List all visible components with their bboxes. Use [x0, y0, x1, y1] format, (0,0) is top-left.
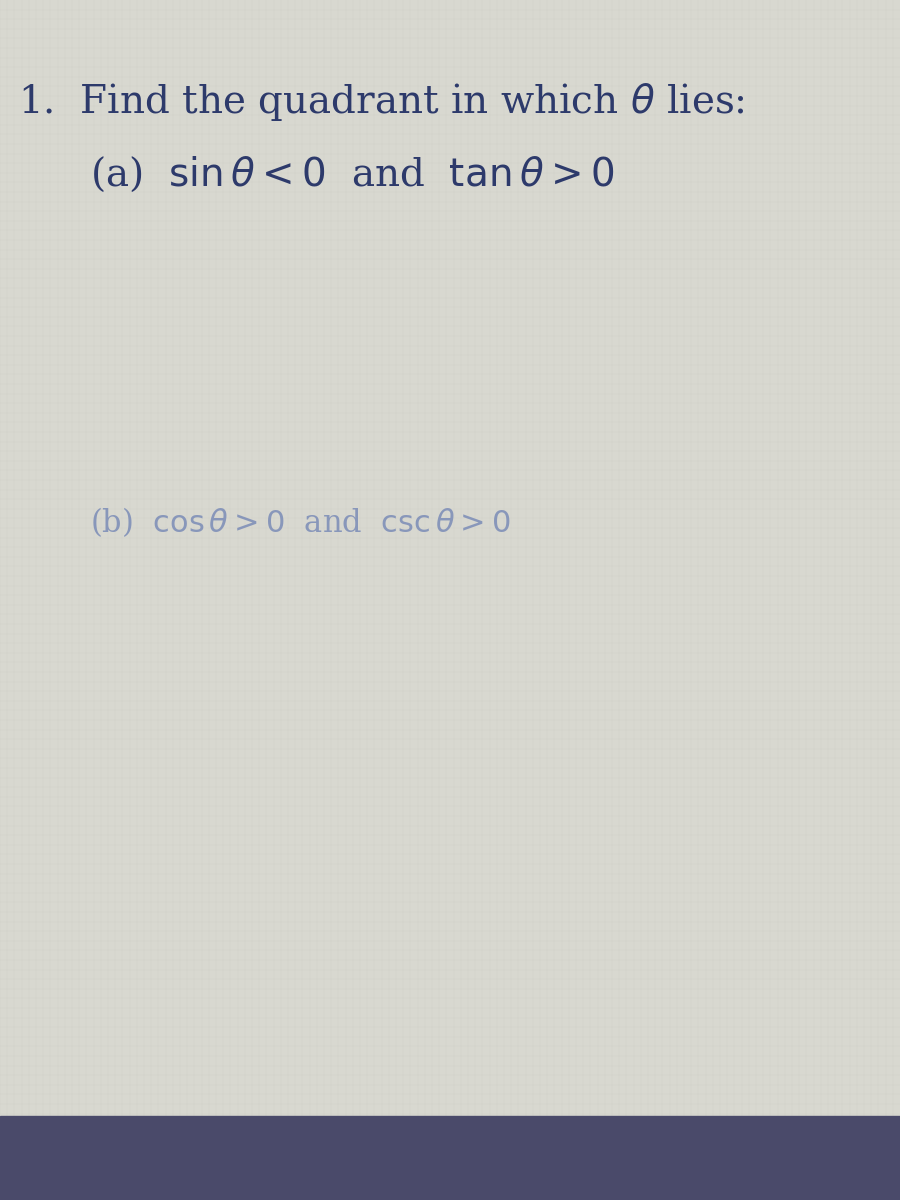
Text: (b)  $\cos\theta > 0$  and  $\csc\theta > 0$: (b) $\cos\theta > 0$ and $\csc\theta > 0…	[90, 505, 510, 539]
Bar	[0, 1116, 900, 1200]
Text: (a)  $\sin\theta < 0$  and  $\tan\theta > 0$: (a) $\sin\theta < 0$ and $\tan\theta > 0…	[90, 155, 615, 193]
Text: 1.  Find the quadrant in which $\theta$ lies:: 1. Find the quadrant in which $\theta$ l…	[18, 80, 745, 122]
